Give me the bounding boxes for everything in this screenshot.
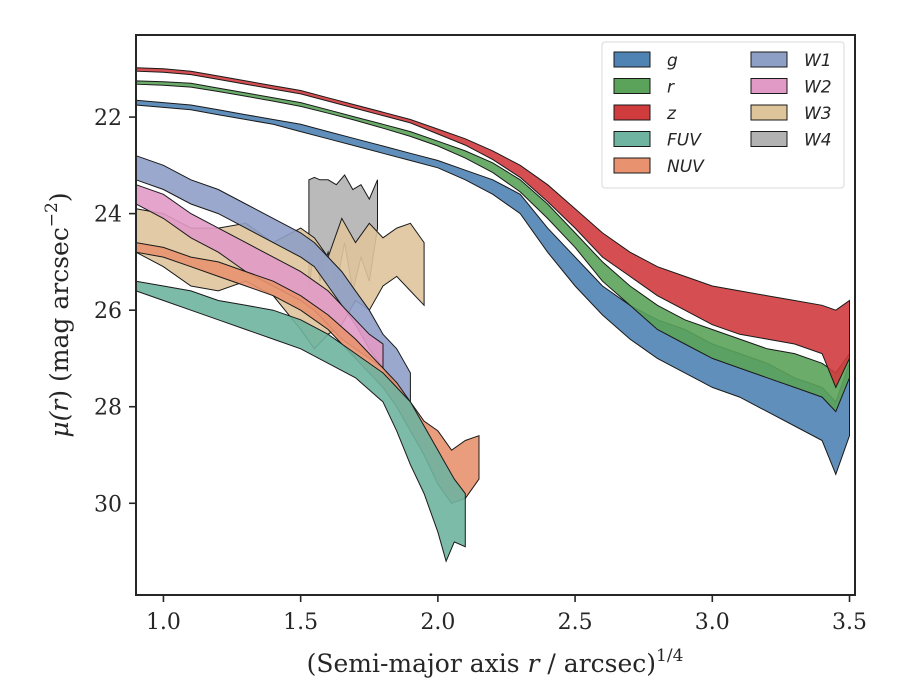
legend-swatch [750,51,788,68]
series-layer [135,67,850,563]
x-tick-label: 2.0 [420,610,455,635]
legend-item-w2: W2 [750,78,832,98]
series-band-z [135,67,850,389]
legend: grz FUV NUV W1 W2 W3 W4 [601,41,845,189]
y-axis-label: μ(r) (mag arcsec−2) [42,192,74,437]
legend-item-w4: W4 [750,131,832,151]
legend-swatch [613,131,651,147]
y-tick-label: 26 [94,299,122,324]
legend-swatch [750,131,788,147]
x-tick-label: 1.0 [146,610,181,635]
y-tick-label: 28 [94,396,122,421]
legend-swatch [750,78,788,94]
legend-swatch [613,104,651,121]
series-band-g [135,99,850,476]
legend-label: W3 [804,104,832,124]
x-tick-label: 2.5 [558,610,593,635]
legend-label: FUV [667,131,702,151]
legend-item-z: z [613,104,677,124]
legend-item-w1: W1 [750,51,832,71]
x-tick-label: 1.5 [283,610,318,635]
legend-label: W4 [804,131,832,151]
y-tick-label: 22 [94,106,122,131]
legend-swatch [613,78,651,94]
legend-item-w3: W3 [750,104,832,124]
y-tick-label: 24 [94,203,122,228]
legend-label: g [667,51,678,71]
legend-item-r: r [613,78,675,98]
series-band-r [135,80,850,413]
x-axis: 1.0 1.5 2.0 2.5 3.0 3.5 [146,595,867,635]
legend-swatch [750,104,788,121]
series-band-fuv [135,280,466,563]
legend-item-g: g [613,51,678,71]
y-tick-label: 30 [94,492,122,517]
legend-swatch [613,157,651,174]
legend-label: W2 [804,78,832,98]
legend-label: r [667,78,675,98]
legend-label: W1 [804,51,832,71]
legend-label: z [666,104,677,124]
y-axis: 22 24 26 28 30 [94,106,136,517]
legend-swatch [613,51,651,68]
plot-frame [135,34,856,596]
x-axis-label: (Semi-major axis r / arcsec)1/4 [307,646,684,678]
x-tick-label: 3.5 [832,610,867,635]
legend-item-fuv: FUV [613,131,702,151]
legend-item-nuv: NUV [613,157,705,177]
x-tick-label: 3.0 [695,610,730,635]
legend-label: NUV [667,157,705,177]
